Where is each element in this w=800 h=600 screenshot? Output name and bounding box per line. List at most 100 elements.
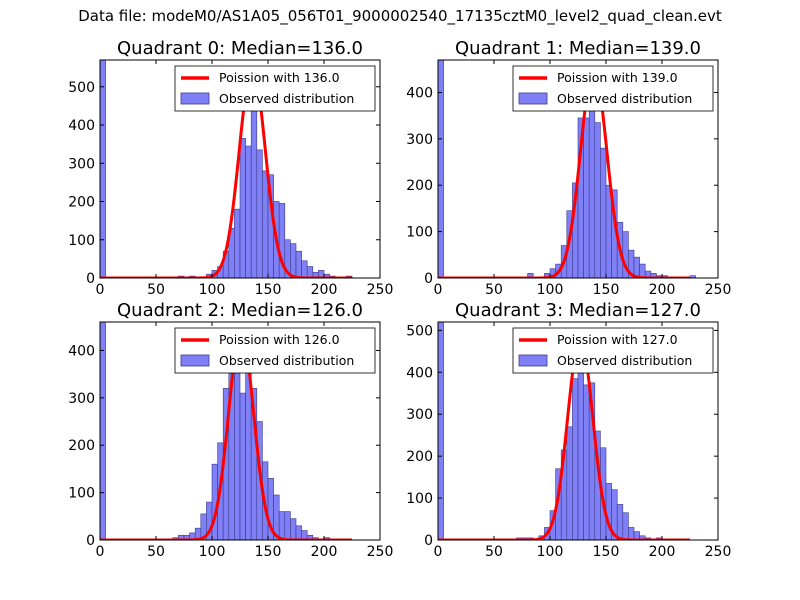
x-tick-label: 250	[367, 544, 394, 560]
axes-frame	[437, 321, 719, 541]
histogram-bar	[262, 170, 269, 278]
x-tick-label: 0	[434, 282, 443, 298]
histogram-bar	[256, 149, 263, 278]
y-tick-label: 100	[68, 486, 95, 502]
histogram-bar	[295, 250, 302, 278]
histogram-bar	[284, 511, 291, 540]
subplot-title: Quadrant 0: Median=136.0	[117, 38, 363, 59]
histogram-bar	[239, 138, 246, 278]
x-tick-label: 50	[147, 544, 165, 560]
histogram-bar	[290, 518, 297, 540]
legend-line-label: Poission with 126.0	[219, 332, 340, 347]
x-tick-label: 250	[705, 544, 732, 560]
histogram-bar	[245, 145, 252, 278]
legend: Poission with 127.0 Observed distribution	[512, 327, 714, 374]
histogram-bar	[438, 60, 444, 278]
y-tick-label: 300	[68, 391, 95, 407]
x-tick-label: 200	[311, 544, 338, 560]
axes-frame	[99, 59, 381, 279]
legend-line-label: Poission with 139.0	[557, 70, 678, 85]
histogram-bar	[100, 60, 106, 278]
chart-panel-2: 0 50 100 150 200 250 0 100 200 300 400 Quadrant 2: …	[68, 300, 393, 560]
y-tick-label: 200	[406, 178, 433, 194]
y-tick-label: 0	[86, 271, 95, 287]
histogram-bar	[566, 426, 573, 540]
histogram-bar	[639, 263, 646, 278]
x-tick-label: 200	[311, 282, 338, 298]
y-tick-label: 400	[406, 365, 433, 381]
histogram-bar	[301, 260, 308, 278]
legend-bar-label: Observed distribution	[219, 353, 354, 368]
x-tick-label: 0	[96, 544, 105, 560]
x-tick-label: 50	[485, 544, 503, 560]
histogram-bar	[583, 384, 590, 540]
plot-content	[438, 60, 696, 278]
x-tick-label: 150	[255, 282, 282, 298]
chart-panel-1: 0 50 100 150 200 250 0 100 200 300 400 Quadrant 1: …	[406, 38, 731, 298]
subplot-title: Quadrant 1: Median=139.0	[455, 38, 701, 59]
y-tick-label: 500	[68, 80, 95, 96]
figure-title: Data file: modeM0/AS1A05_056T01_90000025…	[78, 7, 722, 25]
histogram-bar	[290, 243, 297, 278]
x-tick-label: 150	[593, 544, 620, 560]
x-tick-label: 250	[705, 282, 732, 298]
x-tick-label: 100	[199, 282, 226, 298]
histogram-bar	[438, 322, 444, 540]
x-tick-label: 50	[147, 282, 165, 298]
chart-panel-3: 0 50 100 150 200 250 0 100 200 300 400 500 Quadrant …	[406, 300, 731, 560]
x-tick-label: 0	[96, 282, 105, 298]
histogram-bar	[239, 392, 246, 540]
x-tick-label: 100	[537, 282, 564, 298]
y-tick-label: 200	[406, 449, 433, 465]
legend-bar-swatch	[180, 92, 210, 105]
legend-bar-label: Observed distribution	[557, 91, 692, 106]
plot-content	[100, 60, 353, 278]
histogram-bar	[100, 322, 106, 540]
plot-content	[100, 322, 353, 540]
legend-bar-swatch	[518, 354, 548, 367]
poisson-curve	[100, 329, 353, 540]
y-tick-label: 200	[68, 438, 95, 454]
histogram-bar	[295, 525, 302, 540]
legend-bar-label: Observed distribution	[219, 91, 354, 106]
legend-bar-label: Observed distribution	[557, 353, 692, 368]
legend-line-label: Poission with 136.0	[219, 70, 340, 85]
x-tick-label: 250	[367, 282, 394, 298]
y-tick-label: 300	[68, 156, 95, 172]
subplot-title: Quadrant 2: Median=126.0	[117, 300, 363, 321]
histogram-bar	[594, 122, 601, 278]
legend: Poission with 136.0 Observed distribution	[174, 65, 376, 112]
x-tick-label: 50	[485, 282, 503, 298]
x-tick-label: 150	[255, 544, 282, 560]
y-tick-label: 100	[68, 233, 95, 249]
histogram-bar	[306, 266, 314, 278]
histogram-bar	[572, 378, 579, 540]
x-tick-label: 0	[434, 544, 443, 560]
histogram-bar	[278, 511, 286, 540]
plot-content	[438, 322, 691, 540]
x-tick-label: 200	[649, 544, 676, 560]
axes-frame	[437, 59, 719, 279]
y-tick-label: 400	[406, 85, 433, 101]
y-tick-label: 0	[86, 533, 95, 549]
axes-frame	[99, 321, 381, 541]
subplot-title: Quadrant 3: Median=127.0	[455, 300, 701, 321]
y-tick-label: 100	[406, 491, 433, 507]
legend-line-label: Poission with 127.0	[557, 332, 678, 347]
x-tick-label: 100	[537, 544, 564, 560]
legend-bar-swatch	[180, 354, 210, 367]
histogram-bar	[583, 117, 590, 278]
y-tick-label: 400	[68, 343, 95, 359]
y-tick-label: 400	[68, 118, 95, 134]
histogram-bar	[628, 527, 635, 540]
histogram-bar	[616, 504, 624, 540]
histogram-bar	[600, 147, 607, 278]
y-tick-label: 200	[68, 195, 95, 211]
poisson-curve	[438, 337, 691, 540]
y-tick-label: 500	[406, 323, 433, 339]
histogram-bar	[234, 208, 241, 278]
x-tick-label: 100	[199, 544, 226, 560]
y-tick-label: 300	[406, 407, 433, 423]
y-tick-label: 100	[406, 225, 433, 241]
